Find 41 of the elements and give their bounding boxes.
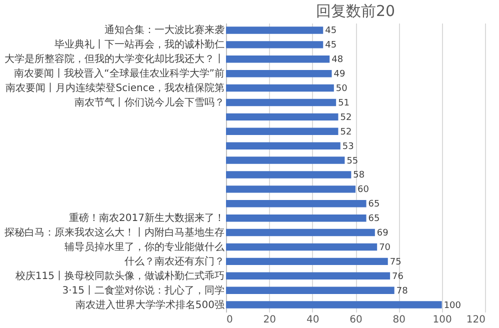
- x-tick-label: 40: [306, 314, 320, 326]
- y-tick-label: 什么？南农还有东门？: [124, 255, 224, 268]
- data-label: 49: [334, 70, 346, 80]
- chart-title: 回复数前20: [316, 2, 396, 20]
- data-label: 75: [390, 257, 402, 268]
- x-tick-label: 20: [263, 314, 276, 326]
- y-tick-label: 南农进入世界大学学术排名500强: [75, 298, 224, 311]
- data-label: 76: [392, 272, 404, 282]
- data-label: 69: [376, 228, 389, 239]
- x-tick-label: 0: [226, 314, 233, 326]
- data-label: 45: [325, 40, 337, 51]
- y-tick-label: 3·15丨二食堂对你说：扎心了，同学: [62, 284, 224, 296]
- y-tick-label: 重磅！南农2017新生大数据来了！: [69, 212, 224, 224]
- x-tick-label: 120: [466, 314, 486, 326]
- y-tick-label: 辅导员掉水里了，你的专业能做什么: [64, 240, 224, 253]
- y-tick-label: 通知合集：一大波比赛来袭: [104, 24, 224, 36]
- data-label: 48: [332, 55, 344, 66]
- x-tick-label: 100: [432, 314, 452, 326]
- data-label: 78: [396, 286, 408, 296]
- data-label: 70: [379, 242, 391, 253]
- data-label: 58: [353, 170, 365, 181]
- y-tick-label: 探秘白马：原来我农这么大！丨内附白马基地生存: [4, 226, 224, 239]
- data-label: 55: [346, 156, 358, 166]
- y-tick-label: 大学是所整容院，但我的大学变化却比我还大？丨: [4, 53, 224, 66]
- data-label: 52: [340, 127, 352, 138]
- y-tick-label: 毕业典礼丨下一站再会，我的诚朴勤仁: [54, 38, 224, 51]
- y-tick-label: 南农要闻丨月内连续荣登Science，我农植保院第: [6, 82, 224, 94]
- data-label: 52: [340, 112, 352, 123]
- y-tick-label: 南农要闻丨我校晋入“全球最佳农业科学大学”前: [14, 68, 224, 80]
- x-tick-label: 60: [350, 314, 362, 326]
- x-tick-label: 80: [392, 314, 406, 326]
- data-label: 50: [336, 84, 348, 94]
- data-label: 51: [338, 98, 350, 108]
- data-label: 60: [358, 185, 370, 196]
- data-label: 45: [325, 26, 337, 36]
- data-label: 65: [368, 214, 380, 224]
- data-label: 100: [444, 300, 462, 311]
- y-tick-label: 南农节气丨你们说今儿会下雪吗？: [74, 96, 224, 108]
- y-tick-label: 校庆115丨换母校同款头像，做诚朴勤仁式乖巧: [14, 270, 224, 282]
- data-label: 65: [368, 200, 380, 210]
- data-label: 53: [342, 142, 354, 152]
